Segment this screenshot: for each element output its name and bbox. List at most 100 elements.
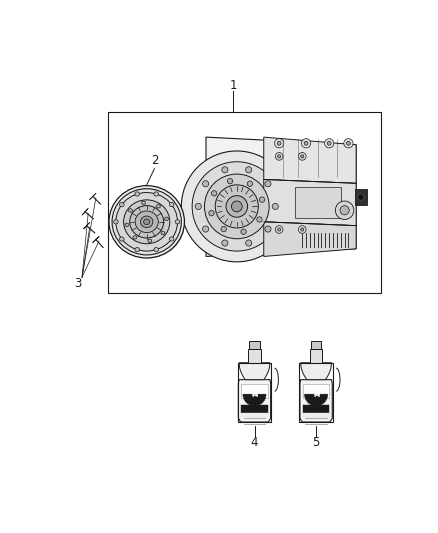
Text: 2: 2 <box>151 155 158 167</box>
Ellipse shape <box>125 223 129 227</box>
Polygon shape <box>264 222 356 256</box>
Ellipse shape <box>124 200 170 244</box>
Circle shape <box>272 203 279 209</box>
Ellipse shape <box>170 203 174 207</box>
Ellipse shape <box>135 192 139 196</box>
Bar <box>248 349 261 363</box>
Circle shape <box>202 181 209 187</box>
Circle shape <box>247 181 253 187</box>
Circle shape <box>246 167 252 173</box>
Circle shape <box>227 179 233 184</box>
Circle shape <box>301 139 311 148</box>
Text: 4: 4 <box>251 435 258 449</box>
Polygon shape <box>84 222 90 229</box>
Circle shape <box>301 228 304 231</box>
Ellipse shape <box>154 192 159 196</box>
Circle shape <box>265 226 271 232</box>
Polygon shape <box>300 379 332 422</box>
Ellipse shape <box>141 216 153 228</box>
Text: M: M <box>251 393 258 398</box>
Circle shape <box>222 167 228 173</box>
Circle shape <box>192 161 282 251</box>
Circle shape <box>181 151 292 262</box>
Ellipse shape <box>135 247 139 252</box>
Bar <box>237 363 272 422</box>
Wedge shape <box>243 394 266 406</box>
Circle shape <box>344 139 353 148</box>
Bar <box>299 363 333 422</box>
Text: 5: 5 <box>312 435 320 449</box>
Bar <box>108 112 381 294</box>
Polygon shape <box>92 236 99 243</box>
Ellipse shape <box>130 206 164 238</box>
Ellipse shape <box>129 209 132 212</box>
Wedge shape <box>305 394 327 405</box>
Circle shape <box>209 211 214 216</box>
Ellipse shape <box>154 247 159 252</box>
Circle shape <box>358 194 364 200</box>
Ellipse shape <box>156 205 160 208</box>
Ellipse shape <box>141 201 145 205</box>
Bar <box>241 405 268 413</box>
Circle shape <box>275 139 284 148</box>
Ellipse shape <box>165 217 168 221</box>
Ellipse shape <box>109 185 184 258</box>
Bar <box>241 413 268 417</box>
Circle shape <box>231 201 242 212</box>
Circle shape <box>304 141 308 145</box>
Circle shape <box>301 155 304 158</box>
Circle shape <box>325 139 334 148</box>
Text: 3: 3 <box>74 277 81 290</box>
Circle shape <box>259 197 265 203</box>
Bar <box>355 189 367 205</box>
Polygon shape <box>239 363 270 379</box>
Circle shape <box>277 141 281 145</box>
Circle shape <box>278 228 281 231</box>
Circle shape <box>212 191 217 196</box>
Ellipse shape <box>144 219 150 225</box>
Text: M: M <box>252 392 257 397</box>
Wedge shape <box>244 394 265 405</box>
Circle shape <box>202 226 209 232</box>
Ellipse shape <box>170 237 174 241</box>
Circle shape <box>265 181 271 187</box>
Circle shape <box>276 225 283 233</box>
Polygon shape <box>82 208 88 215</box>
Ellipse shape <box>113 220 118 224</box>
Circle shape <box>336 201 354 220</box>
Bar <box>311 341 321 349</box>
Ellipse shape <box>120 237 124 241</box>
Ellipse shape <box>161 231 165 235</box>
Polygon shape <box>89 193 96 200</box>
Circle shape <box>221 227 226 232</box>
Circle shape <box>346 141 350 145</box>
Ellipse shape <box>148 239 152 243</box>
Circle shape <box>222 240 228 246</box>
Circle shape <box>276 152 283 160</box>
Circle shape <box>257 217 262 222</box>
Bar <box>310 349 322 363</box>
Circle shape <box>278 155 281 158</box>
Polygon shape <box>301 363 332 379</box>
Text: M: M <box>313 393 319 398</box>
Ellipse shape <box>112 189 181 255</box>
Circle shape <box>241 229 246 235</box>
Circle shape <box>298 152 306 160</box>
Polygon shape <box>206 137 356 256</box>
Polygon shape <box>264 180 356 225</box>
Bar <box>303 384 329 398</box>
Bar <box>294 187 341 218</box>
Bar <box>303 413 329 417</box>
Circle shape <box>327 141 331 145</box>
Circle shape <box>226 196 247 217</box>
Circle shape <box>246 240 252 246</box>
Circle shape <box>298 225 306 233</box>
Circle shape <box>215 185 258 228</box>
Wedge shape <box>304 394 328 406</box>
Bar <box>303 405 329 413</box>
Bar <box>249 341 260 349</box>
Ellipse shape <box>120 203 124 207</box>
Text: M: M <box>313 392 319 397</box>
Bar <box>241 384 268 398</box>
Text: 1: 1 <box>229 79 237 92</box>
